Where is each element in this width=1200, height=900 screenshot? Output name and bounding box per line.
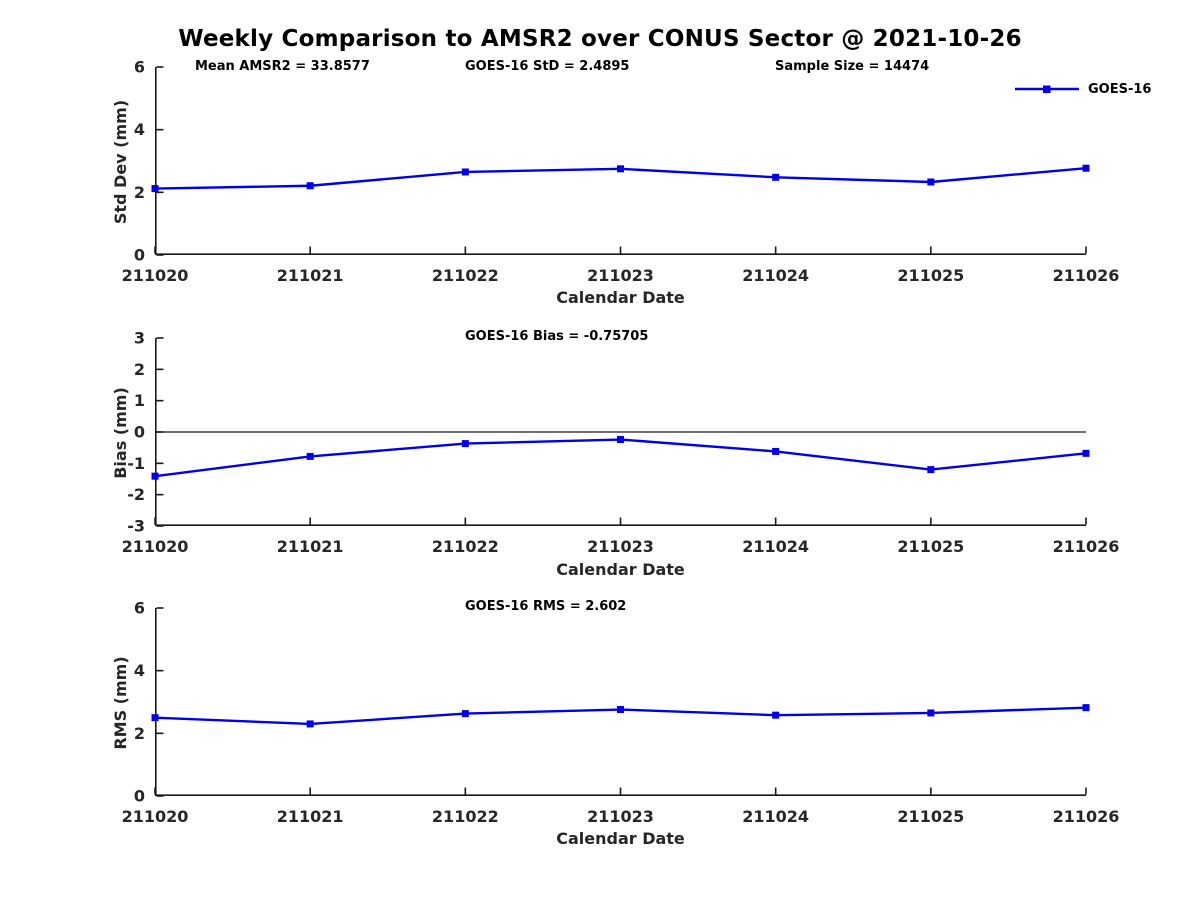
data-point-marker [927, 466, 935, 474]
x-tick-label: 211022 [432, 266, 499, 285]
x-tick-label: 211025 [897, 807, 964, 826]
data-point-marker [1082, 704, 1090, 712]
y-tick-label: 4 [134, 661, 145, 680]
data-point-marker [306, 452, 314, 460]
rms-plot: 0 2 4 6 211020 211021 211022 211023 211024 211025… [122, 599, 1120, 827]
bias-x-axis-label: Calendar Date [556, 560, 685, 579]
data-point-marker [306, 720, 314, 728]
data-point-marker [461, 440, 469, 448]
bias-y-axis-label: Bias (mm) [111, 387, 130, 479]
data-point-marker [927, 709, 935, 717]
y-tick-label: 6 [134, 599, 145, 618]
x-tick-label: 211024 [742, 537, 809, 556]
rms-x-axis-label: Calendar Date [556, 829, 685, 848]
data-point-marker [617, 436, 624, 444]
x-tick-label: 211022 [432, 537, 499, 556]
y-tick-label: 0 [134, 787, 145, 806]
data-point-marker [151, 185, 159, 193]
x-tick-label: 211023 [587, 537, 654, 556]
data-point-marker [772, 173, 780, 181]
legend-line-icon [1015, 85, 1079, 93]
data-point-marker [927, 178, 935, 186]
y-tick-label: 4 [134, 120, 145, 139]
y-tick-label: 2 [134, 724, 145, 743]
y-tick-label: -2 [127, 485, 145, 504]
x-tick-label: 211020 [122, 266, 189, 285]
subplot-rms: 0 2 4 6 211020 211021 211022 211023 211024 211025… [122, 599, 1120, 827]
subplot-bias: -3 -2 -1 0 1 2 3 211020 211021 211022 211023 211024… [122, 329, 1120, 557]
x-tick-label: 211023 [587, 807, 654, 826]
y-tick-label: 0 [134, 246, 145, 265]
annotation-goes16-rms: GOES-16 RMS = 2.602 [465, 599, 627, 614]
y-tick-label: 3 [134, 329, 145, 348]
subplot-stddev: 0 2 4 6 211020 211021 211022 211023 211024 211025… [122, 58, 1120, 286]
stddev-x-axis-label: Calendar Date [556, 288, 685, 307]
legend-square-marker-icon [1043, 85, 1051, 93]
y-tick-label: 2 [134, 360, 145, 379]
series-line [154, 438, 1087, 478]
y-tick-label: 1 [134, 391, 145, 410]
data-point-marker [151, 472, 159, 480]
data-point-marker [306, 182, 314, 190]
x-tick-label: 211025 [897, 266, 964, 285]
annotation-sample-size: Sample Size = 14474 [775, 59, 930, 74]
data-point-marker [617, 706, 624, 714]
y-tick-label: -1 [127, 454, 145, 473]
rms-y-axis-label: RMS (mm) [111, 656, 130, 750]
data-point-marker [461, 710, 469, 718]
x-tick-label: 211020 [122, 537, 189, 556]
x-tick-label: 211020 [122, 807, 189, 826]
x-tick-label: 211026 [1053, 266, 1120, 285]
y-tick-label: -3 [127, 517, 145, 536]
data-point-marker [772, 447, 780, 455]
x-tick-label: 211024 [742, 266, 809, 285]
stddev-plot: 0 2 4 6 211020 211021 211022 211023 211024 211025… [122, 58, 1120, 286]
y-tick-label: 6 [134, 58, 145, 77]
x-tick-label: 211021 [277, 537, 344, 556]
data-point-marker [617, 165, 624, 173]
data-point-marker [1082, 449, 1090, 457]
x-tick-label: 211025 [897, 537, 964, 556]
data-point-marker [772, 711, 780, 719]
chart-title: Weekly Comparison to AMSR2 over CONUS Se… [178, 26, 1022, 52]
x-tick-label: 211026 [1053, 807, 1120, 826]
x-tick-label: 211026 [1053, 537, 1120, 556]
stddev-y-axis-label: Std Dev (mm) [111, 99, 130, 225]
data-point-marker [461, 168, 469, 176]
annotation-goes16-bias: GOES-16 Bias = -0.75705 [465, 329, 649, 344]
x-tick-label: 211021 [277, 266, 344, 285]
x-tick-label: 211024 [742, 807, 809, 826]
x-tick-label: 211022 [432, 807, 499, 826]
y-tick-label: 0 [134, 423, 145, 442]
x-tick-label: 211023 [587, 266, 654, 285]
data-point-marker [1082, 164, 1090, 172]
legend-label: GOES-16 [1088, 81, 1152, 97]
annotation-goes16-std: GOES-16 StD = 2.4895 [465, 59, 630, 74]
x-tick-label: 211021 [277, 807, 344, 826]
bias-plot: -3 -2 -1 0 1 2 3 211020 211021 211022 211023 211024… [122, 329, 1120, 557]
y-tick-label: 2 [134, 183, 145, 202]
legend: GOES-16 [1014, 81, 1151, 97]
data-point-marker [151, 714, 159, 722]
annotation-mean-amsr2: Mean AMSR2 = 33.8577 [195, 59, 370, 74]
